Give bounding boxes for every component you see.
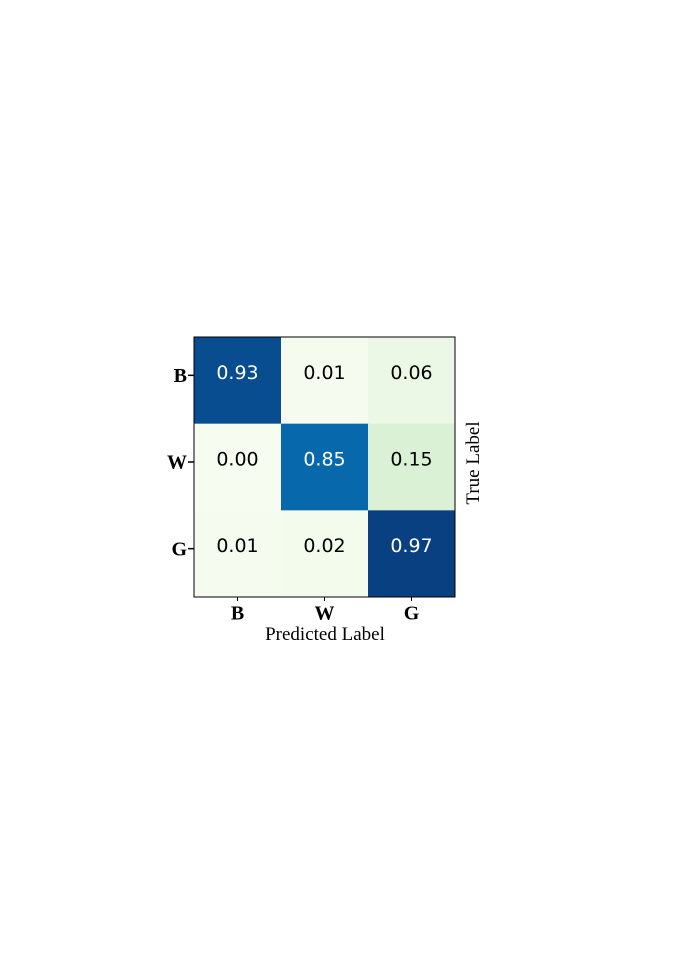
cell-label: 0.06 xyxy=(390,362,432,384)
heatmap-cell xyxy=(194,510,282,598)
cell-label: 0.01 xyxy=(303,362,345,384)
cell-label: 0.00 xyxy=(216,449,258,471)
cell-label: 0.02 xyxy=(303,535,345,557)
heatmap-cell xyxy=(281,423,369,511)
x-tick-label: W xyxy=(315,603,335,625)
heatmap-cell xyxy=(194,423,282,511)
y-axis-label: True Label xyxy=(463,421,484,504)
cell-label: 0.01 xyxy=(216,535,258,557)
heatmap-cell xyxy=(281,510,369,598)
x-axis-label: Predicted Label xyxy=(265,624,385,645)
cell-label: 0.15 xyxy=(390,449,432,471)
x-tick-label: B xyxy=(231,603,244,625)
heatmap-cell xyxy=(368,423,456,511)
cell-label: 0.85 xyxy=(303,449,345,471)
y-tick-label: B xyxy=(174,365,187,387)
heatmap-cell xyxy=(368,337,456,425)
x-tick-label: G xyxy=(404,603,420,625)
cell-label: 0.93 xyxy=(216,362,258,384)
cell-label: 0.97 xyxy=(390,535,432,557)
heatmap-cell xyxy=(368,510,456,598)
y-tick-label: G xyxy=(171,538,187,560)
y-tick-label: W xyxy=(167,452,187,474)
heatmap-cell xyxy=(281,337,369,425)
heatmap-cell xyxy=(194,337,282,425)
